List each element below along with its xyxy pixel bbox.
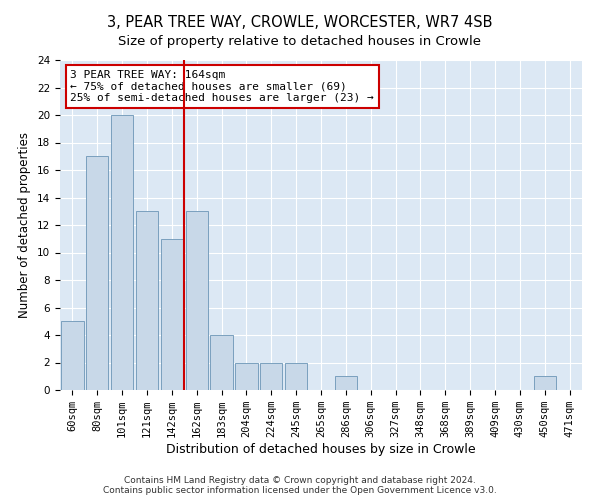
Text: Contains HM Land Registry data © Crown copyright and database right 2024.
Contai: Contains HM Land Registry data © Crown c… — [103, 476, 497, 495]
Bar — [185, 211, 208, 390]
Text: 3, PEAR TREE WAY, CROWLE, WORCESTER, WR7 4SB: 3, PEAR TREE WAY, CROWLE, WORCESTER, WR7… — [107, 15, 493, 30]
Bar — [533, 376, 556, 390]
Bar — [285, 362, 307, 390]
Bar — [211, 335, 233, 390]
Bar — [161, 239, 183, 390]
Bar — [260, 362, 283, 390]
Bar — [61, 322, 83, 390]
Bar — [86, 156, 109, 390]
Bar — [136, 211, 158, 390]
Text: 3 PEAR TREE WAY: 164sqm
← 75% of detached houses are smaller (69)
25% of semi-de: 3 PEAR TREE WAY: 164sqm ← 75% of detache… — [70, 70, 374, 103]
Bar — [335, 376, 357, 390]
Bar — [235, 362, 257, 390]
Text: Size of property relative to detached houses in Crowle: Size of property relative to detached ho… — [119, 35, 482, 48]
Bar — [111, 115, 133, 390]
Y-axis label: Number of detached properties: Number of detached properties — [19, 132, 31, 318]
X-axis label: Distribution of detached houses by size in Crowle: Distribution of detached houses by size … — [166, 443, 476, 456]
